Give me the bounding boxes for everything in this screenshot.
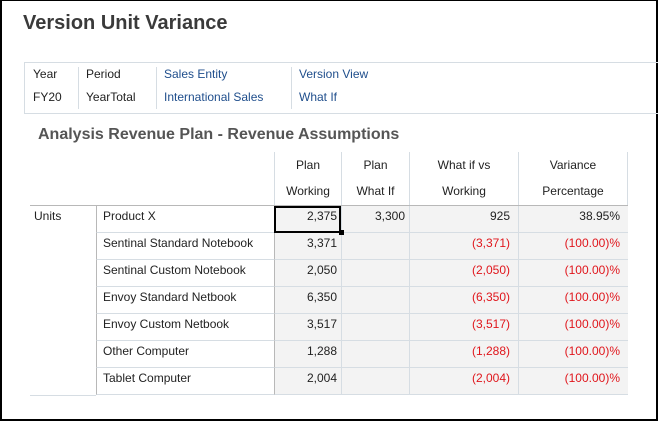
row-dimension-label: Units: [34, 209, 62, 223]
plan-whatif-cell[interactable]: [341, 341, 409, 368]
column-header-line1: Plan: [295, 158, 321, 172]
variance-percentage-cell: (100.00)%: [518, 341, 628, 368]
fill-handle[interactable]: [339, 230, 344, 235]
plan-whatif-cell[interactable]: 3,300: [341, 206, 409, 233]
column-header-whatif-vs-working: What if vs Working: [409, 152, 518, 205]
pov-version-view-member[interactable]: What If: [299, 90, 338, 104]
whatif-vs-working-cell: (6,350): [409, 287, 518, 314]
pov-bar: Year FY20 Period YearTotal Sales Entity …: [24, 62, 658, 114]
product-label: Tablet Computer: [96, 368, 274, 395]
product-label: Product X: [96, 206, 274, 233]
pov-period: Period YearTotal: [78, 63, 156, 113]
pov-year-member: FY20: [33, 90, 62, 104]
variance-percentage-cell: (100.00)%: [518, 233, 628, 260]
whatif-vs-working-cell: (2,004): [409, 368, 518, 395]
plan-working-cell[interactable]: 2,375: [274, 206, 344, 235]
column-header-plan-working: Plan Working: [274, 152, 341, 205]
column-header-line2: Working: [442, 184, 486, 198]
cell-value: 2,375: [306, 209, 337, 223]
plan-working-cell[interactable]: 3,371: [274, 233, 341, 260]
pov-sales-entity-member[interactable]: International Sales: [164, 90, 264, 104]
column-header-plan-whatif: Plan What If: [341, 152, 409, 205]
variance-percentage-cell: (100.00)%: [518, 314, 628, 341]
product-label: Sentinal Standard Notebook: [96, 233, 274, 260]
product-label: Other Computer: [96, 341, 274, 368]
header-divider: [30, 205, 628, 206]
pov-period-dimension: Period: [86, 67, 121, 81]
whatif-vs-working-cell: (1,288): [409, 341, 518, 368]
column-header-line1: What if vs: [437, 158, 491, 172]
column-header-line1: Variance: [549, 158, 597, 172]
plan-working-cell[interactable]: 2,004: [274, 368, 341, 395]
row-header-bottom-line: [30, 395, 96, 396]
page-title: Version Unit Variance: [23, 12, 228, 34]
plan-working-cell[interactable]: 2,050: [274, 260, 341, 287]
pov-period-member: YearTotal: [86, 90, 136, 104]
variance-percentage-cell: 38.95%: [518, 206, 628, 233]
column-header-line2: What If: [356, 184, 395, 198]
variance-percentage-cell: (100.00)%: [518, 368, 628, 395]
whatif-vs-working-cell: (2,050): [409, 260, 518, 287]
pov-year: Year FY20: [25, 63, 78, 113]
column-header-line1: Plan: [363, 158, 388, 172]
plan-whatif-cell[interactable]: [341, 233, 409, 260]
column-header-line2: Working: [286, 184, 330, 198]
whatif-vs-working-cell: (3,517): [409, 314, 518, 341]
whatif-vs-working-cell: (3,371): [409, 233, 518, 260]
plan-working-cell[interactable]: 1,288: [274, 341, 341, 368]
plan-whatif-cell[interactable]: [341, 314, 409, 341]
product-label: Sentinal Custom Notebook: [96, 260, 274, 287]
plan-whatif-cell[interactable]: [341, 260, 409, 287]
form-title: Analysis Revenue Plan - Revenue Assumpti…: [38, 126, 400, 143]
whatif-vs-working-cell: 925: [409, 206, 518, 233]
plan-working-cell[interactable]: 3,517: [274, 314, 341, 341]
pov-version-view-dimension[interactable]: Version View: [299, 67, 369, 81]
variance-percentage-cell: (100.00)%: [518, 287, 628, 314]
pov-version-view[interactable]: Version View What If: [291, 63, 391, 113]
product-label: Envoy Custom Netbook: [96, 314, 274, 341]
plan-whatif-cell[interactable]: [341, 287, 409, 314]
plan-whatif-cell[interactable]: [341, 368, 409, 395]
column-header-variance-percentage: Variance Percentage: [518, 152, 628, 205]
column-header-line2: Percentage: [542, 184, 604, 198]
pov-year-dimension: Year: [33, 67, 58, 81]
pov-sales-entity-dimension[interactable]: Sales Entity: [164, 67, 228, 81]
variance-percentage-cell: (100.00)%: [518, 260, 628, 287]
product-label: Envoy Standard Netbook: [96, 287, 274, 314]
pov-sales-entity[interactable]: Sales Entity International Sales: [156, 63, 291, 113]
plan-working-cell[interactable]: 6,350: [274, 287, 341, 314]
